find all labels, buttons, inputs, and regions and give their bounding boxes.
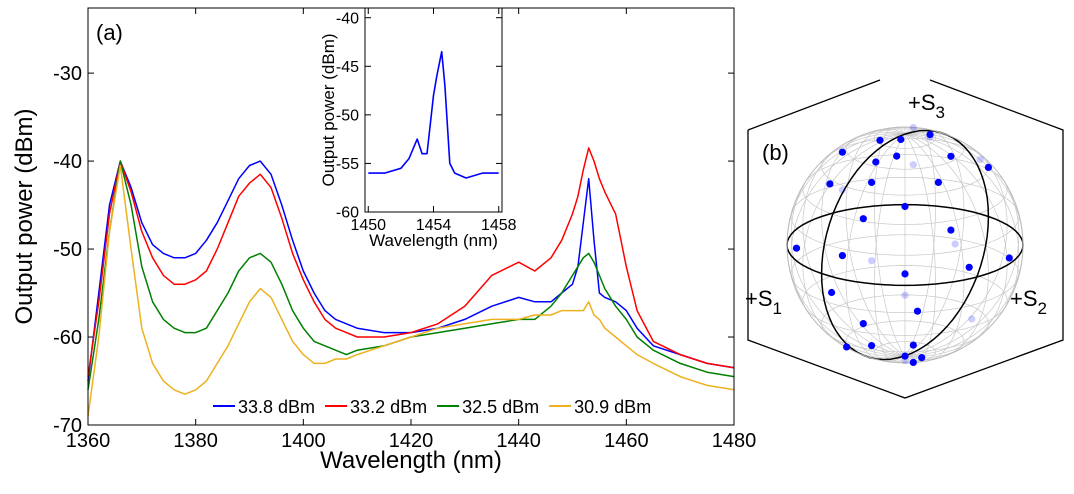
stokes-point bbox=[909, 124, 917, 132]
stokes-point bbox=[859, 320, 867, 328]
stokes-point bbox=[901, 352, 909, 360]
y-tick-label: -30 bbox=[53, 63, 82, 85]
stokes-point bbox=[838, 186, 847, 194]
axis-label-base: +S bbox=[908, 90, 936, 115]
line-series bbox=[87, 147, 735, 377]
stokes-point bbox=[893, 152, 901, 160]
line-series bbox=[368, 50, 499, 179]
x-tick-label: 1420 bbox=[389, 430, 434, 452]
x-tick-label: 1460 bbox=[604, 430, 649, 452]
stokes-point bbox=[926, 131, 934, 139]
inset-background bbox=[365, 8, 502, 212]
legend-label: 32.5 dBm bbox=[462, 397, 539, 417]
legend-label: 33.2 dBm bbox=[350, 397, 427, 417]
x-tick-label: 1440 bbox=[496, 430, 541, 452]
axis-label-sub: 1 bbox=[773, 299, 782, 318]
line-series bbox=[87, 160, 735, 382]
axis-label-base: +S bbox=[745, 286, 773, 311]
stokes-point bbox=[792, 244, 801, 252]
x-tick-label: 1450 bbox=[350, 217, 386, 234]
x-tick-label: 1458 bbox=[481, 217, 517, 234]
stokes-point bbox=[918, 354, 926, 362]
stokes-point bbox=[947, 152, 955, 160]
y-tick-label: -70 bbox=[53, 415, 82, 437]
cube-edge bbox=[747, 79, 881, 131]
stokes-point bbox=[868, 257, 876, 265]
stokes-point bbox=[913, 307, 922, 315]
plot-frame bbox=[364, 7, 503, 213]
y-tick-label: -45 bbox=[336, 59, 359, 76]
y-tick-label: -60 bbox=[53, 327, 82, 349]
stokes-point bbox=[968, 315, 976, 323]
stokes-point bbox=[838, 148, 847, 156]
stokes-point bbox=[826, 180, 834, 188]
sphere-grid bbox=[786, 127, 1024, 363]
sphere-outline bbox=[786, 126, 1024, 364]
axis-label-base: +S bbox=[1010, 286, 1038, 311]
x-axis-label: Wavelength (nm) bbox=[369, 231, 498, 250]
y-tick-label: -40 bbox=[53, 151, 82, 173]
panel-label: (a) bbox=[96, 20, 123, 45]
y-tick-label: -50 bbox=[53, 239, 82, 261]
stokes-point bbox=[859, 215, 867, 223]
y-tick-label: -60 bbox=[336, 205, 359, 222]
stokes-point bbox=[909, 358, 917, 366]
stokes-point bbox=[926, 133, 934, 141]
stokes-point bbox=[947, 226, 955, 234]
legend-label: 33.8 dBm bbox=[238, 397, 315, 417]
stokes-point bbox=[838, 252, 847, 260]
stokes-point bbox=[897, 135, 905, 144]
stokes-point bbox=[965, 263, 973, 271]
axis-label: +S1 bbox=[745, 286, 782, 318]
x-tick-label: 1360 bbox=[66, 430, 111, 452]
line-series bbox=[87, 164, 735, 417]
stokes-point bbox=[951, 240, 959, 248]
stokes-point bbox=[872, 158, 880, 166]
stokes-point bbox=[934, 178, 943, 186]
stokes-point bbox=[1005, 254, 1013, 262]
y-tick-label: -55 bbox=[336, 156, 359, 173]
y-tick-label: -40 bbox=[336, 10, 359, 27]
stokes-point bbox=[876, 136, 884, 144]
y-axis-label: Output power (dBm) bbox=[11, 108, 38, 324]
stokes-point bbox=[976, 156, 984, 164]
stokes-point bbox=[868, 178, 876, 186]
stokes-point bbox=[868, 342, 876, 350]
legend-label: 30.9 dBm bbox=[574, 397, 651, 417]
axis-label-sub: 2 bbox=[1038, 299, 1047, 318]
axis-label: +S3 bbox=[908, 90, 945, 122]
x-tick-label: 1380 bbox=[173, 430, 218, 452]
stokes-point bbox=[828, 288, 836, 297]
stokes-point bbox=[909, 341, 917, 349]
x-tick-label: 1454 bbox=[416, 217, 452, 234]
stokes-point bbox=[901, 356, 909, 365]
stokes-point bbox=[984, 163, 993, 171]
y-tick-label: -50 bbox=[336, 107, 359, 124]
cube-edge bbox=[747, 79, 1064, 399]
x-axis-label: Wavelength (nm) bbox=[320, 447, 502, 474]
y-axis-label: Output power (dBm) bbox=[319, 33, 338, 186]
cube-frame bbox=[747, 79, 1064, 399]
axis-label-sub: 3 bbox=[936, 103, 945, 122]
x-tick-label: 1480 bbox=[712, 430, 757, 452]
stokes-point bbox=[843, 343, 851, 351]
stokes-point bbox=[901, 202, 909, 211]
stokes-point bbox=[909, 161, 917, 169]
stokes-point bbox=[901, 291, 909, 299]
axis-label: +S2 bbox=[1010, 286, 1047, 318]
stokes-point bbox=[901, 270, 909, 278]
panel-label: (b) bbox=[762, 140, 789, 165]
x-tick-label: 1400 bbox=[281, 430, 326, 452]
line-series bbox=[87, 160, 735, 390]
